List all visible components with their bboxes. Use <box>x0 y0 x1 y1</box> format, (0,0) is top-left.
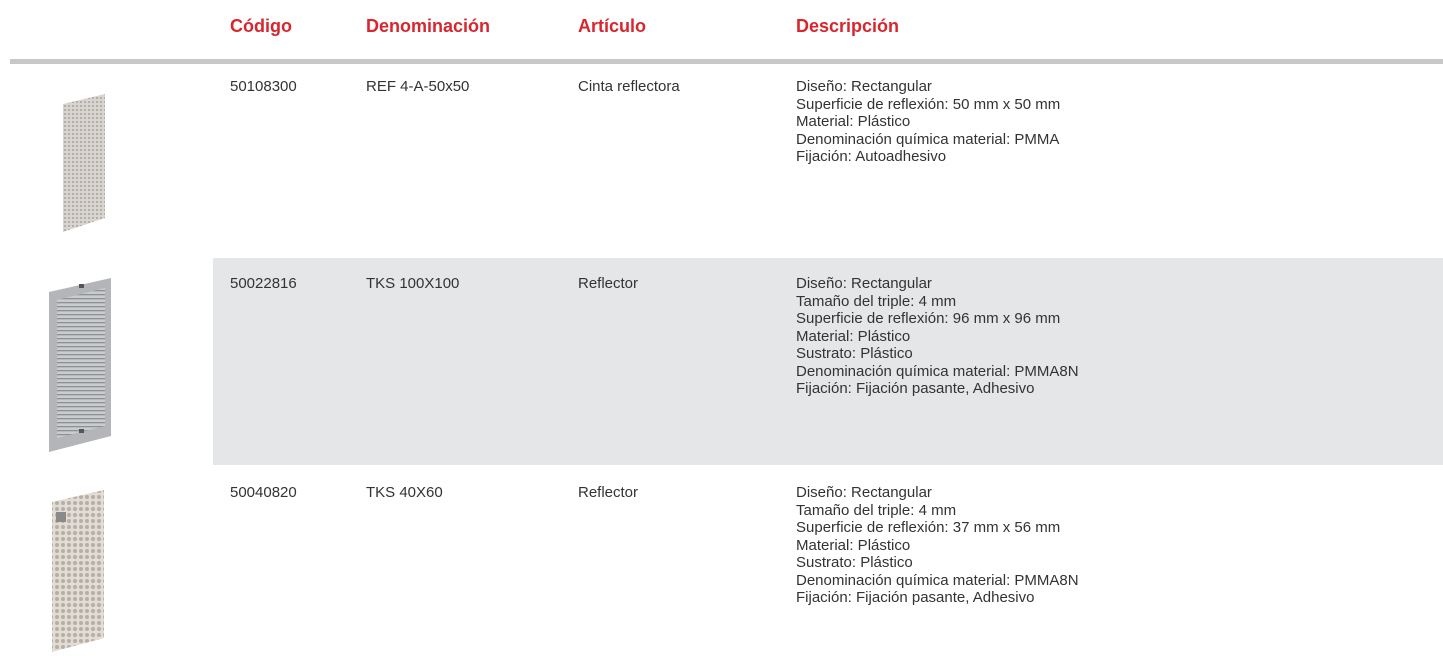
description-line: Denominación química material: PMMA8N <box>796 362 1079 380</box>
description-line: Fijación: Fijación pasante, Adhesivo <box>796 380 1035 397</box>
product-image <box>63 94 105 232</box>
article: Reflector <box>578 275 639 292</box>
code: 50040820 <box>230 484 297 501</box>
name: REF 4-A-50x50 <box>366 78 470 95</box>
description-line: Sustrato: Plástico <box>796 554 913 571</box>
column-header: Denominación <box>366 16 491 36</box>
description-line: Material: Plástico <box>796 113 911 130</box>
description-line: Denominación química material: PMMA <box>796 130 1060 148</box>
description-line: Fijación: Fijación pasante, Adhesivo <box>796 589 1035 606</box>
table-row: 50108300 REF 4-A-50x50 Cinta reflectora Dis… <box>0 68 1443 256</box>
description-line: Diseño: Rectangular <box>796 484 932 501</box>
description-line: Fijación: Autoadhesivo <box>796 148 947 165</box>
article: Reflector <box>578 484 639 501</box>
header-rule <box>10 59 1443 64</box>
code: 50022816 <box>230 275 297 292</box>
column-header: Código <box>230 16 292 36</box>
column-header: Descripción <box>796 16 900 36</box>
article: Cinta reflectora <box>578 78 680 95</box>
column-header: Artículo <box>578 16 647 36</box>
description-line: Tamaño del triple: 4 mm <box>796 292 957 310</box>
description-line: Superficie de reflexión: 50 mm x 50 mm <box>796 95 1061 113</box>
row-background <box>213 258 1443 465</box>
description-line: Material: Plástico <box>796 536 911 554</box>
description-line: Tamaño del triple: 4 mm <box>796 501 957 519</box>
product-image <box>49 278 111 452</box>
description-line: Denominación química material: PMMA8N <box>796 571 1079 589</box>
description-line: Material: Plástico <box>796 327 911 345</box>
code: 50108300 <box>230 78 297 95</box>
table-row: 50040820 TKS 40X60 Reflector Diseño: Rectan… <box>0 470 1443 664</box>
product-image <box>52 490 104 652</box>
name: TKS 100X100 <box>366 275 460 292</box>
table-row: 50022816 TKS 100X100 Reflector Diseño: Rect… <box>0 258 1443 465</box>
description-line: Diseño: Rectangular <box>796 275 932 292</box>
description-line: Diseño: Rectangular <box>796 78 932 95</box>
name: TKS 40X60 <box>366 484 443 501</box>
description-line: Superficie de reflexión: 37 mm x 56 mm <box>796 519 1061 536</box>
description-line: Sustrato: Plástico <box>796 345 913 362</box>
description-line: Superficie de reflexión: 96 mm x 96 mm <box>796 310 1061 327</box>
